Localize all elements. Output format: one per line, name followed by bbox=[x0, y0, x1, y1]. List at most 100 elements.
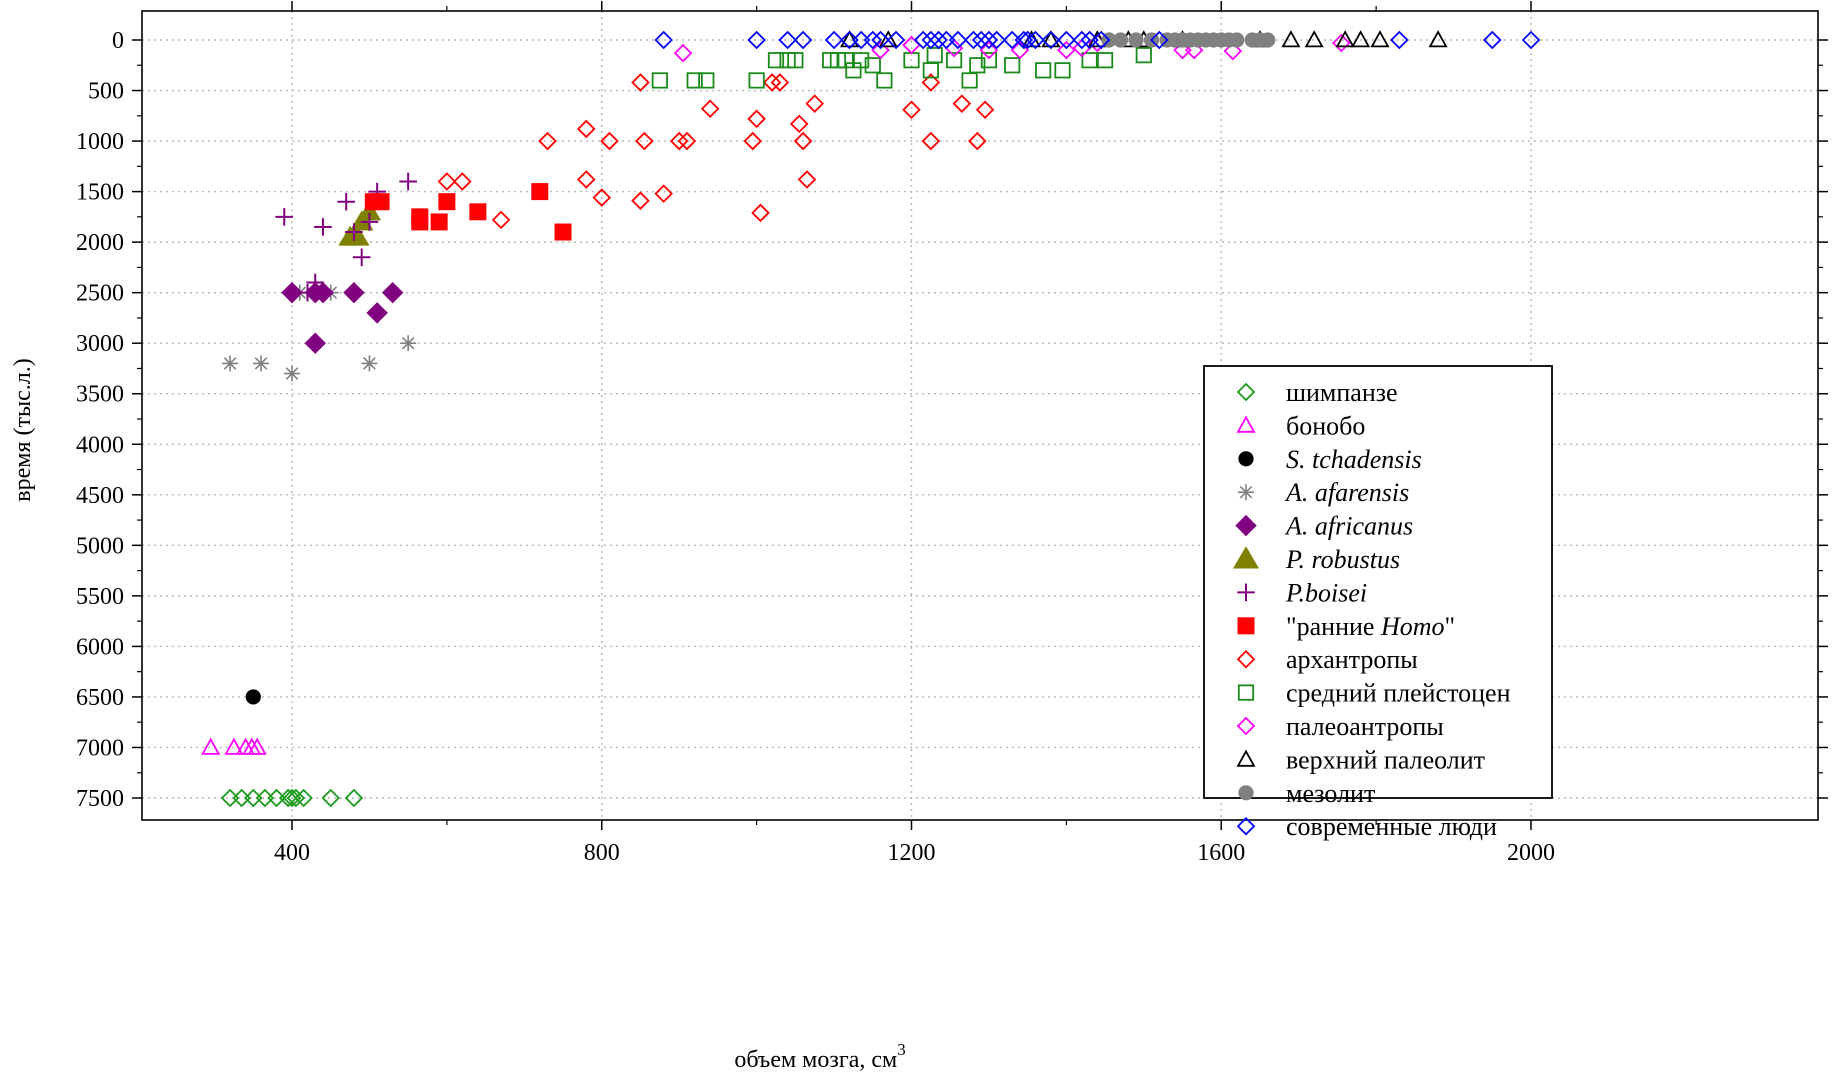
series-2 bbox=[245, 689, 261, 705]
data-points bbox=[201, 30, 1541, 808]
data-point bbox=[1335, 30, 1355, 48]
data-point bbox=[853, 52, 870, 69]
data-point bbox=[372, 193, 390, 211]
legend-label: средний плейстоцен bbox=[1286, 679, 1511, 708]
series-0 bbox=[220, 788, 364, 808]
legend-marker bbox=[1236, 382, 1256, 402]
data-point bbox=[921, 30, 941, 50]
data-point bbox=[969, 57, 986, 74]
y-tick-label: 4000 bbox=[76, 432, 124, 458]
data-point bbox=[344, 788, 364, 808]
data-point bbox=[366, 302, 388, 324]
data-point bbox=[793, 131, 813, 151]
data-point bbox=[1091, 30, 1111, 50]
data-point bbox=[232, 788, 251, 808]
data-point bbox=[220, 788, 240, 808]
data-point bbox=[346, 225, 370, 246]
y-tick-label: 2500 bbox=[76, 281, 124, 307]
plot-area bbox=[141, 10, 1819, 821]
data-point bbox=[631, 191, 650, 210]
data-point bbox=[222, 355, 239, 372]
data-point bbox=[576, 119, 596, 139]
legend-marker bbox=[1237, 583, 1255, 602]
data-point bbox=[673, 43, 693, 63]
data-point bbox=[278, 788, 298, 808]
data-point bbox=[345, 223, 363, 241]
data-point bbox=[952, 94, 972, 113]
x-axis-title-superscript: 3 bbox=[897, 1040, 906, 1059]
data-point bbox=[863, 30, 883, 50]
data-point bbox=[686, 72, 703, 89]
data-point bbox=[1026, 30, 1045, 50]
data-point bbox=[453, 172, 472, 191]
data-point bbox=[337, 192, 356, 211]
data-point bbox=[864, 57, 881, 74]
data-point bbox=[298, 283, 317, 302]
data-point bbox=[979, 30, 999, 50]
data-point bbox=[1041, 30, 1061, 50]
data-point bbox=[576, 170, 596, 189]
data-point bbox=[352, 248, 371, 267]
data-point bbox=[491, 210, 511, 230]
legend-label: P. robustus bbox=[1285, 545, 1400, 574]
data-point bbox=[987, 30, 1006, 50]
data-point bbox=[929, 30, 948, 50]
series-12 bbox=[1101, 32, 1276, 48]
data-point bbox=[770, 73, 790, 92]
x-tick-label: 1600 bbox=[1197, 840, 1245, 866]
data-point bbox=[1054, 62, 1071, 79]
data-point bbox=[1304, 30, 1324, 48]
data-point bbox=[654, 30, 673, 50]
data-point bbox=[902, 100, 921, 120]
legend-label: палеоантропы bbox=[1286, 712, 1444, 741]
x-axis: 400 800 1200 1600 2000 bbox=[274, 1, 1555, 866]
legend-marker bbox=[1237, 617, 1255, 635]
data-point bbox=[748, 72, 765, 89]
data-point bbox=[430, 213, 448, 231]
data-point bbox=[876, 72, 893, 89]
y-tick-label: 0 bbox=[112, 28, 124, 54]
data-point bbox=[411, 213, 429, 231]
data-point bbox=[824, 30, 844, 50]
data-point bbox=[360, 213, 379, 231]
legend-label: верхний палеолит bbox=[1286, 745, 1485, 774]
data-point bbox=[267, 788, 286, 808]
legend-label: S. tchadensis bbox=[1286, 445, 1422, 474]
data-point bbox=[921, 73, 941, 92]
data-point bbox=[244, 788, 263, 808]
legend-label: мезолит bbox=[1286, 779, 1375, 808]
data-point bbox=[677, 131, 697, 151]
y-tick-label: 3000 bbox=[76, 331, 124, 357]
legend-marker bbox=[1237, 684, 1255, 701]
legend-label: A. afarensis bbox=[1284, 478, 1409, 507]
x-tick-label: 1200 bbox=[888, 840, 936, 866]
legend-label: A. africanus bbox=[1284, 512, 1413, 541]
data-point bbox=[878, 30, 898, 48]
data-point bbox=[751, 203, 770, 223]
data-point bbox=[635, 131, 654, 151]
legend-label: бонобо bbox=[1286, 411, 1365, 440]
data-point bbox=[531, 183, 549, 201]
legend-marker bbox=[1238, 451, 1254, 467]
data-point bbox=[294, 788, 313, 808]
data-point bbox=[778, 30, 797, 50]
data-point bbox=[1018, 30, 1037, 50]
data-point bbox=[1150, 30, 1169, 50]
data-point bbox=[1260, 32, 1276, 48]
y-tick-label: 500 bbox=[88, 79, 124, 105]
series-3 bbox=[222, 284, 417, 382]
data-point bbox=[886, 30, 906, 50]
data-point bbox=[281, 281, 303, 304]
data-point bbox=[245, 689, 261, 705]
data-point bbox=[871, 30, 890, 50]
legend-marker bbox=[1235, 514, 1257, 537]
data-point bbox=[921, 131, 941, 151]
data-point bbox=[793, 30, 813, 50]
data-point bbox=[255, 788, 275, 808]
data-point bbox=[926, 47, 943, 64]
data-point bbox=[304, 332, 326, 354]
data-point bbox=[945, 52, 963, 69]
grid-lines bbox=[142, 11, 1818, 820]
data-point bbox=[1081, 52, 1098, 69]
